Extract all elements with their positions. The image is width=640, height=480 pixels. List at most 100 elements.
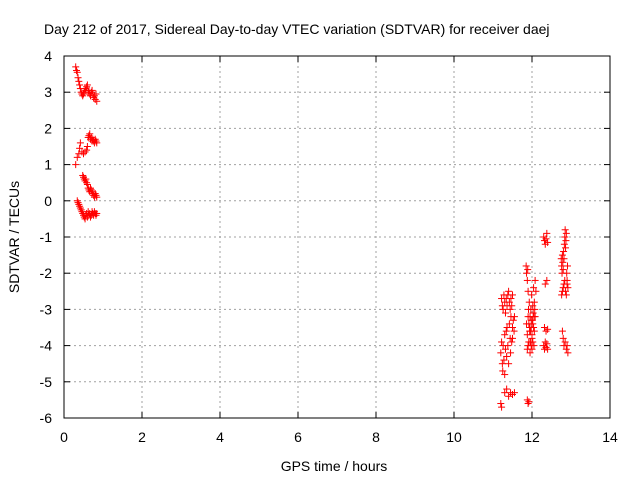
data-point [83,179,91,187]
data-point [561,338,569,346]
data-point [540,324,548,331]
y-tick-label: -3 [40,301,53,317]
data-point [530,342,538,350]
data-point [544,325,552,333]
data-point [522,262,530,270]
grid [64,56,610,418]
plot-frame [63,55,611,419]
data-point [80,90,87,98]
data-point [542,235,550,243]
data-point [563,342,571,350]
data-point [75,200,83,208]
data-point [523,320,531,328]
data-point [83,181,91,189]
data-point [508,302,516,310]
data-point [73,68,81,76]
data-point [505,360,513,368]
data-point [509,291,516,299]
data-point [559,258,567,266]
data-point [524,266,532,274]
data-point [558,262,566,270]
data-point [77,206,85,214]
data-point [559,266,567,274]
data-point [529,302,537,310]
data-point [93,209,101,217]
data-points [72,63,572,411]
data-point [83,83,91,91]
data-point [87,186,95,194]
data-point [497,400,505,408]
data-point [83,143,91,150]
data-point [93,193,101,201]
data-point [78,208,86,216]
data-point [503,385,511,393]
data-point [501,345,509,353]
data-point [510,327,518,335]
data-point [531,276,539,284]
data-point [76,81,84,89]
data-point [497,349,505,357]
data-point [79,171,87,179]
data-point [501,331,509,339]
data-point [75,77,83,85]
chart-title: Day 212 of 2017, Sidereal Day-to-day VTE… [44,21,550,37]
data-point [498,360,506,368]
data-point [530,298,538,306]
data-point [509,316,517,324]
data-point [524,400,532,408]
data-point [561,233,569,241]
data-point [562,291,570,299]
data-point [505,392,513,400]
data-point [524,287,532,295]
x-tick-label: 12 [524,429,540,445]
data-point [543,340,551,348]
data-point [76,139,84,147]
data-point [559,284,567,292]
y-tick-label: 3 [44,84,52,100]
data-point [530,324,538,331]
x-tick-label: 6 [294,429,302,445]
data-point [560,255,568,263]
data-point [543,276,551,284]
axis-ticks [63,55,611,419]
data-point [532,287,540,295]
data-point [524,313,532,321]
data-point [562,229,570,237]
data-point [501,371,509,379]
y-tick-label: -6 [40,410,53,426]
y-tick-label: 1 [44,157,52,173]
data-point [529,320,537,328]
data-point [81,85,89,93]
data-point [528,345,536,353]
data-point [87,88,95,96]
data-point [502,327,510,335]
data-point [87,133,95,141]
data-point [93,97,101,105]
y-tick-label: -5 [40,374,53,390]
data-point [528,331,536,339]
data-point [528,291,536,299]
data-point [544,345,552,353]
data-point [544,238,552,246]
data-point [563,262,571,270]
data-point [505,287,513,295]
y-axis-label: SDTVAR / TECUs [6,181,22,293]
data-point [508,338,516,346]
data-point [562,287,570,295]
data-point [526,349,534,357]
x-tick-label: 2 [138,429,146,445]
x-tick-label: 8 [372,429,380,445]
data-point [90,94,98,102]
data-point [523,269,531,277]
data-point [498,403,506,411]
data-point [504,342,512,350]
data-point [92,211,100,219]
x-tick-label: 4 [216,429,224,445]
data-point [82,175,90,183]
data-point [509,334,516,342]
data-point [506,305,514,313]
data-point [79,92,87,100]
data-point [72,63,80,71]
data-point [563,280,571,288]
